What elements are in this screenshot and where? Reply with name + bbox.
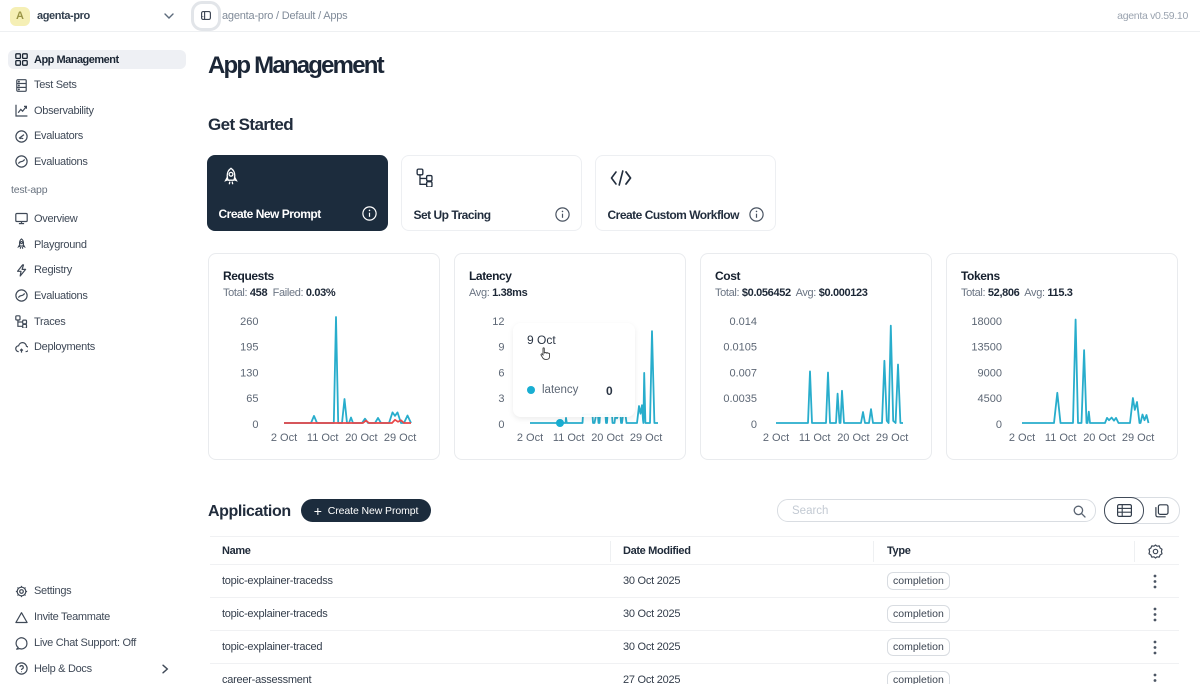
svg-text:12: 12 <box>492 316 504 328</box>
svg-text:195: 195 <box>240 342 258 354</box>
svg-text:11 Oct: 11 Oct <box>799 432 831 444</box>
svg-text:20 Oct: 20 Oct <box>837 432 869 444</box>
svg-text:0.007: 0.007 <box>729 368 757 380</box>
svg-text:29 Oct: 29 Oct <box>1122 432 1154 444</box>
svg-text:18000: 18000 <box>971 316 1002 328</box>
svg-text:9000: 9000 <box>978 368 1002 380</box>
svg-text:65: 65 <box>246 393 258 405</box>
svg-text:260: 260 <box>240 316 258 328</box>
svg-text:11 Oct: 11 Oct <box>1045 432 1077 444</box>
svg-text:9: 9 <box>498 342 504 354</box>
svg-text:20 Oct: 20 Oct <box>345 432 377 444</box>
svg-text:2 Oct: 2 Oct <box>271 432 297 444</box>
svg-text:4500: 4500 <box>978 393 1002 405</box>
svg-text:0: 0 <box>252 419 258 431</box>
svg-text:0: 0 <box>498 419 504 431</box>
svg-text:29 Oct: 29 Oct <box>384 432 416 444</box>
svg-text:3: 3 <box>498 393 504 405</box>
svg-text:29 Oct: 29 Oct <box>630 432 662 444</box>
svg-text:2 Oct: 2 Oct <box>763 432 789 444</box>
svg-text:20 Oct: 20 Oct <box>591 432 623 444</box>
svg-text:0: 0 <box>996 419 1002 431</box>
svg-text:13500: 13500 <box>971 342 1002 354</box>
svg-text:0.0105: 0.0105 <box>723 342 757 354</box>
svg-text:130: 130 <box>240 368 258 380</box>
svg-text:0: 0 <box>751 419 757 431</box>
svg-text:2 Oct: 2 Oct <box>517 432 543 444</box>
svg-text:2 Oct: 2 Oct <box>1009 432 1035 444</box>
svg-text:20 Oct: 20 Oct <box>1083 432 1115 444</box>
svg-text:0.014: 0.014 <box>729 316 757 328</box>
svg-text:0.0035: 0.0035 <box>723 393 757 405</box>
svg-text:11 Oct: 11 Oct <box>553 432 585 444</box>
svg-text:29 Oct: 29 Oct <box>876 432 908 444</box>
svg-text:11 Oct: 11 Oct <box>307 432 339 444</box>
svg-text:6: 6 <box>498 368 504 380</box>
